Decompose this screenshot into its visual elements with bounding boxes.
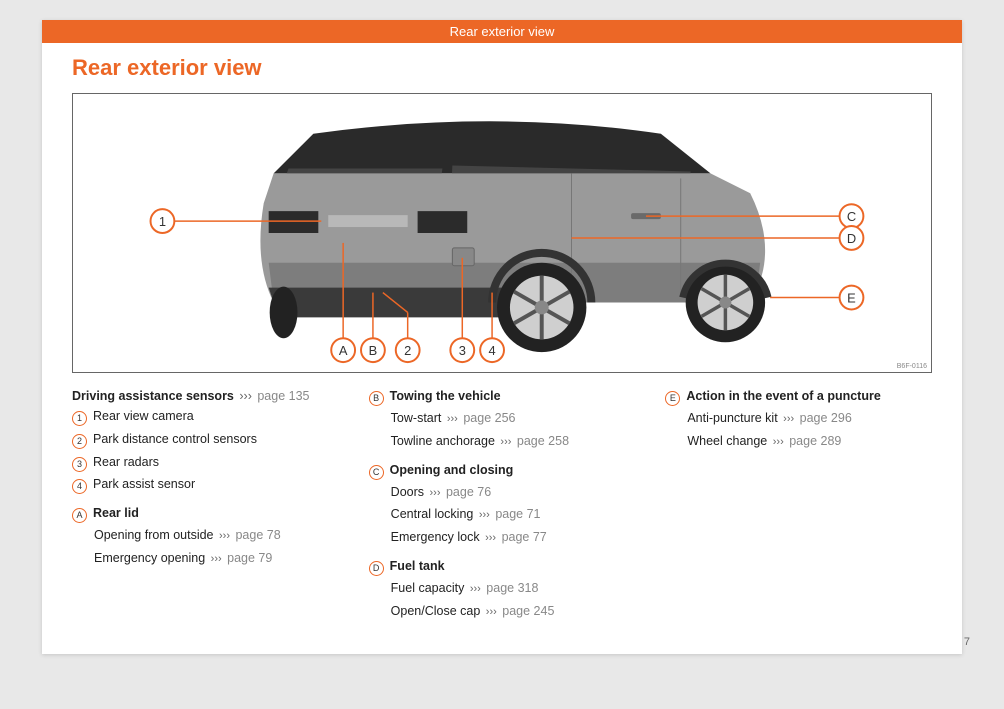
sensors-heading: Driving assistance sensors ››› page 135 <box>72 389 339 403</box>
list-item: Opening from outside ››› page 78 <box>72 526 339 545</box>
svg-text:4: 4 <box>488 343 495 358</box>
header-title: Rear exterior view <box>450 24 555 39</box>
legend-col-1: Driving assistance sensors ››› page 135 … <box>72 389 339 624</box>
figure-code: B6F-0116 <box>897 363 927 370</box>
list-item: Towline anchorage ››› page 258 <box>369 432 636 451</box>
list-item: 1Rear view camera <box>72 407 339 426</box>
opening-heading: C Opening and closing <box>369 463 636 479</box>
svg-text:1: 1 <box>159 214 166 229</box>
list-item: Wheel change ››› page 289 <box>665 432 932 451</box>
list-item: Emergency lock ››› page 77 <box>369 528 636 547</box>
list-item: Anti-puncture kit ››› page 296 <box>665 409 932 428</box>
svg-text:D: D <box>847 231 856 246</box>
callout-A: A <box>331 338 355 362</box>
page-number: 7 <box>964 636 970 648</box>
callout-1: 1 <box>151 209 175 233</box>
list-item: 4Park assist sensor <box>72 475 339 494</box>
page-title: Rear exterior view <box>72 55 932 81</box>
callout-4: 4 <box>480 338 504 362</box>
list-item: Open/Close cap ››› page 245 <box>369 602 636 621</box>
legend-col-2: B Towing the vehicle Tow-start ››› page … <box>369 389 636 624</box>
svg-text:3: 3 <box>459 343 466 358</box>
svg-text:C: C <box>847 209 856 224</box>
callout-B: B <box>361 338 385 362</box>
legend-columns: Driving assistance sensors ››› page 135 … <box>72 389 932 624</box>
vehicle-svg: 1 A B 2 3 4 C D E <box>73 94 931 372</box>
car-body <box>260 121 768 352</box>
list-item: Doors ››› page 76 <box>369 483 636 502</box>
list-item: 3Rear radars <box>72 453 339 472</box>
page-content: Rear exterior view <box>42 43 962 654</box>
list-item: Tow-start ››› page 256 <box>369 409 636 428</box>
callout-E: E <box>840 286 864 310</box>
fuel-heading: D Fuel tank <box>369 559 636 575</box>
puncture-heading: E Action in the event of a puncture <box>665 389 932 405</box>
svg-text:A: A <box>339 343 348 358</box>
callout-3: 3 <box>450 338 474 362</box>
callout-D: D <box>840 226 864 250</box>
list-item: Emergency opening ››› page 79 <box>72 549 339 568</box>
callout-C: C <box>840 204 864 228</box>
manual-page: Rear exterior view Rear exterior view <box>42 20 962 654</box>
legend-col-3: E Action in the event of a puncture Anti… <box>665 389 932 624</box>
header-bar: Rear exterior view <box>42 20 962 43</box>
callout-2: 2 <box>396 338 420 362</box>
list-item: Fuel capacity ››› page 318 <box>369 579 636 598</box>
list-item: Central locking ››› page 71 <box>369 505 636 524</box>
svg-text:B: B <box>369 343 378 358</box>
vehicle-figure: 1 A B 2 3 4 C D E B6F-0116 <box>72 93 932 373</box>
towing-heading: B Towing the vehicle <box>369 389 636 405</box>
rear-lid-heading: A Rear lid <box>72 506 339 522</box>
svg-text:2: 2 <box>404 343 411 358</box>
svg-text:E: E <box>847 291 856 306</box>
list-item: 2Park distance control sensors <box>72 430 339 449</box>
